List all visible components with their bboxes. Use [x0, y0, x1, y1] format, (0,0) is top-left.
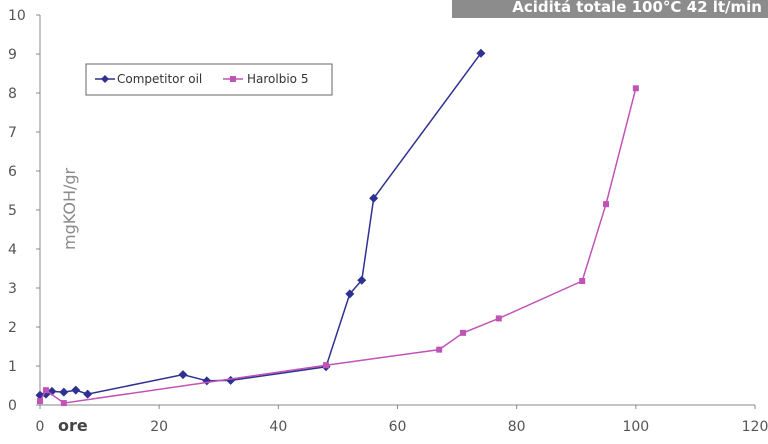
data-point-harolbio-5: [495, 315, 502, 322]
title-banner-background: [452, 0, 768, 18]
data-point-harolbio-5: [42, 387, 49, 394]
x-tick-label: 20: [150, 419, 168, 435]
y-tick-label: 2: [8, 320, 17, 336]
y-tick-label: 5: [8, 203, 17, 219]
legend: Competitor oil Harolbio 5: [85, 63, 333, 96]
legend-box: [85, 63, 333, 96]
data-point-competitor-oil: [357, 275, 367, 285]
x-tick-label: 40: [269, 419, 287, 435]
y-axis-ticks: 0 1 2 3 4 5 6 7 8 9 10: [8, 8, 40, 414]
y-tick-label: 8: [8, 86, 17, 102]
legend-marker-competitor: [101, 75, 109, 83]
data-point-harolbio-5: [436, 346, 443, 353]
data-point-harolbio-5: [632, 85, 639, 92]
y-tick-label: 7: [8, 125, 17, 141]
y-tick-label: 4: [8, 242, 17, 258]
x-tick-label: 80: [508, 419, 526, 435]
data-point-harolbio-5: [323, 362, 329, 369]
x-tick-label: 120: [742, 419, 768, 435]
data-point-competitor-oil: [83, 389, 93, 399]
series-line-competitor-oil: [39, 52, 482, 397]
series-layer: [35, 48, 639, 407]
data-point-harolbio-5: [460, 329, 467, 336]
y-tick-label: 6: [8, 164, 17, 180]
x-tick-label: 100: [622, 419, 649, 435]
y-tick-label: 3: [8, 281, 17, 297]
data-point-competitor-oil: [345, 289, 355, 299]
series-competitor-oil: [35, 48, 486, 400]
y-tick-label: 9: [8, 47, 17, 63]
chart-title-banner: Aciditá totale 100°C 42 lt/min: [452, 0, 768, 18]
data-point-competitor-oil: [178, 370, 188, 380]
data-point-competitor-oil: [226, 375, 236, 385]
data-point-harolbio-5: [60, 400, 67, 407]
data-point-harolbio-5: [579, 277, 586, 284]
y-tick-label: 10: [8, 8, 26, 24]
legend-label-competitor: Competitor oil: [117, 72, 202, 86]
data-point-harolbio-5: [37, 398, 43, 405]
series-line-harolbio-5: [39, 88, 637, 404]
x-axis-label: ore: [58, 416, 88, 435]
data-point-harolbio-5: [603, 201, 610, 208]
data-point-competitor-oil: [476, 48, 486, 58]
data-point-competitor-oil: [369, 193, 379, 203]
series-harolbio-5: [37, 85, 639, 407]
data-point-competitor-oil: [59, 387, 69, 397]
y-tick-label: 1: [8, 359, 17, 375]
chart-title: Aciditá totale 100°C 42 lt/min: [512, 0, 762, 16]
legend-label-harolbio: Harolbio 5: [247, 72, 308, 86]
x-tick-label: 60: [389, 419, 407, 435]
x-axis-ticks: 0 20 40 60 80 100 120: [36, 405, 768, 435]
y-axis-label: mgKOH/gr: [60, 167, 79, 250]
legend-marker-harolbio: [230, 76, 236, 82]
data-point-competitor-oil: [202, 376, 212, 386]
x-tick-label: 0: [36, 419, 45, 435]
data-point-competitor-oil: [71, 385, 81, 395]
y-tick-label: 0: [8, 398, 17, 414]
